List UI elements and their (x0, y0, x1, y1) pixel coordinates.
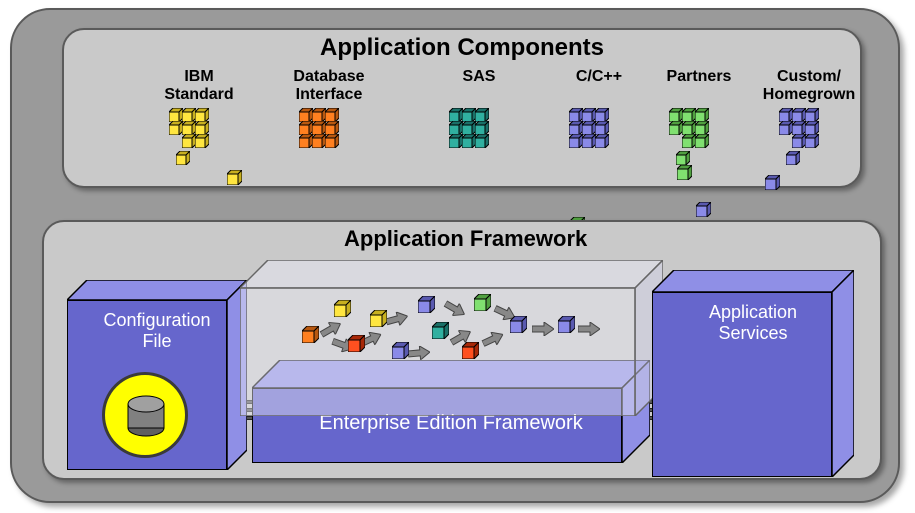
component-custom: Custom/Homegrown (754, 68, 864, 164)
component-ibm: IBMStandard (144, 68, 254, 164)
falling-cube (677, 165, 692, 185)
flow-cube (392, 342, 409, 364)
framework-title: Application Framework (344, 226, 587, 252)
flow-cube (462, 342, 479, 364)
component-db: DatabaseInterface (274, 68, 384, 164)
services-box-label: ApplicationServices (652, 302, 854, 344)
flow-cube (558, 316, 575, 338)
component-label: C/C++ (544, 68, 654, 108)
config-box-label: ConfigurationFile (67, 310, 247, 352)
services-box: ApplicationServices (652, 270, 854, 477)
component-label: DatabaseInterface (274, 68, 384, 108)
flow-cube (432, 322, 449, 344)
components-panel: Application Components IBMStandard (62, 28, 862, 188)
flow-arrow-icon (407, 345, 430, 361)
flow-cube (302, 326, 319, 348)
component-label: SAS (424, 68, 534, 108)
outer-frame: Application Components IBMStandard (10, 8, 900, 503)
component-label: Partners (644, 68, 754, 108)
cylinder-icon (126, 394, 166, 438)
component-label: IBMStandard (144, 68, 254, 108)
flow-cube (474, 294, 491, 316)
falling-cube (696, 202, 711, 222)
component-sas: SAS (424, 68, 534, 164)
falling-cube (227, 170, 242, 190)
falling-cube (765, 175, 780, 195)
component-label: Custom/Homegrown (754, 68, 864, 108)
flow-cube (348, 335, 365, 357)
flow-cube (370, 310, 387, 332)
flow-arrow-icon (578, 322, 600, 336)
flow-cube (510, 316, 527, 338)
flow-arrow-icon (532, 322, 554, 336)
component-cc: C/C++ (544, 68, 654, 164)
flow-cube (334, 300, 351, 322)
component-partners: Partners (644, 68, 754, 164)
components-title: Application Components (64, 34, 860, 62)
flow-cube (418, 296, 435, 318)
